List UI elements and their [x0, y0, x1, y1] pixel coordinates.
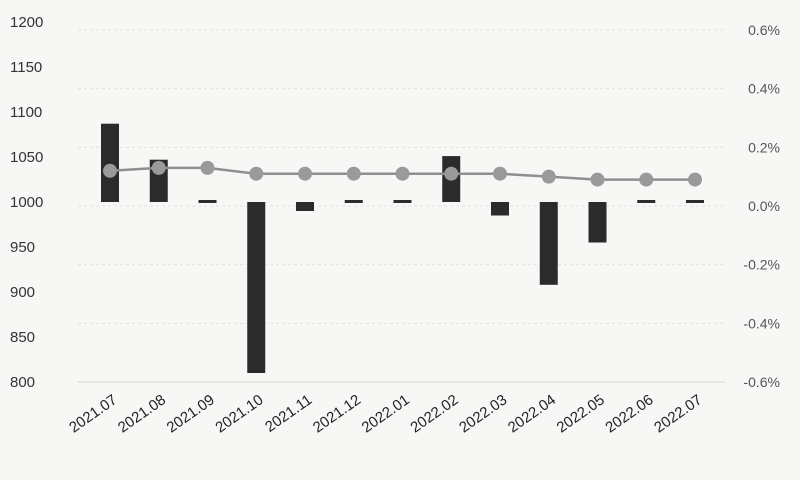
x-tick-label: 2021.07: [66, 391, 120, 436]
bar: [637, 200, 656, 203]
bar: [344, 200, 363, 203]
left-tick-label: 950: [10, 239, 35, 256]
left-tick-label: 800: [10, 374, 35, 391]
bar: [296, 202, 314, 211]
left-tick-label: 1150: [10, 59, 42, 76]
left-axis: 1200 1150 1100 1050 1000 950 900 850 800: [10, 14, 43, 391]
line-point: [249, 166, 264, 181]
line-point: [444, 166, 459, 181]
line-point: [541, 169, 556, 184]
right-axis: 0.6% 0.4% 0.2% 0.0% -0.2% -0.4% -0.6%: [743, 22, 780, 390]
left-tick-label: 1050: [10, 149, 43, 166]
right-tick-label: -0.4%: [743, 315, 780, 331]
x-tick-label: 2022.06: [602, 391, 656, 436]
line-point: [395, 166, 410, 181]
x-tick-label: 2021.11: [262, 391, 315, 435]
right-tick-label: 0.6%: [748, 22, 780, 38]
bar: [491, 202, 509, 216]
left-tick-label: 850: [10, 329, 35, 346]
line-point: [103, 163, 117, 178]
x-tick-label: 2022.02: [407, 391, 461, 436]
line-point: [590, 172, 605, 187]
x-tick-label: 2022.05: [554, 391, 608, 436]
left-tick-label: 1100: [10, 104, 42, 121]
x-tick-label: 2022.07: [651, 391, 705, 436]
x-tick-label: 2021.08: [115, 391, 169, 436]
line-point: [688, 172, 702, 187]
line-point: [200, 160, 215, 175]
bar-series: [101, 123, 704, 373]
bar: [247, 202, 266, 373]
x-tick-label: 2022.04: [505, 391, 559, 436]
grid-layer: [78, 29, 725, 383]
line-point: [346, 166, 361, 181]
bar: [101, 123, 119, 202]
right-tick-label: -0.6%: [743, 374, 780, 390]
bar: [686, 200, 704, 203]
line-series: [103, 160, 702, 187]
bar: [588, 202, 607, 243]
right-tick-label: 0.0%: [748, 198, 780, 214]
line-point: [298, 166, 312, 181]
x-tick-label: 2022.01: [359, 391, 413, 436]
left-tick-label: 1000: [10, 194, 43, 211]
left-tick-label: 1200: [10, 14, 43, 31]
bar: [393, 200, 412, 203]
line-point: [151, 160, 166, 175]
bar: [198, 200, 217, 203]
bar: [539, 202, 558, 285]
x-axis: 2021.072021.082021.092021.102021.112021.…: [66, 391, 705, 436]
x-tick-label: 2022.03: [456, 391, 510, 436]
x-tick-label: 2021.12: [310, 391, 364, 436]
x-tick-label: 2021.09: [164, 391, 218, 436]
line-point: [493, 166, 507, 181]
right-tick-label: -0.2%: [743, 257, 780, 273]
line-point: [639, 172, 654, 187]
right-tick-label: 0.2%: [748, 139, 780, 155]
x-tick-label: 2021.10: [212, 391, 266, 436]
left-tick-label: 900: [10, 284, 35, 301]
right-tick-label: 0.4%: [748, 81, 780, 97]
